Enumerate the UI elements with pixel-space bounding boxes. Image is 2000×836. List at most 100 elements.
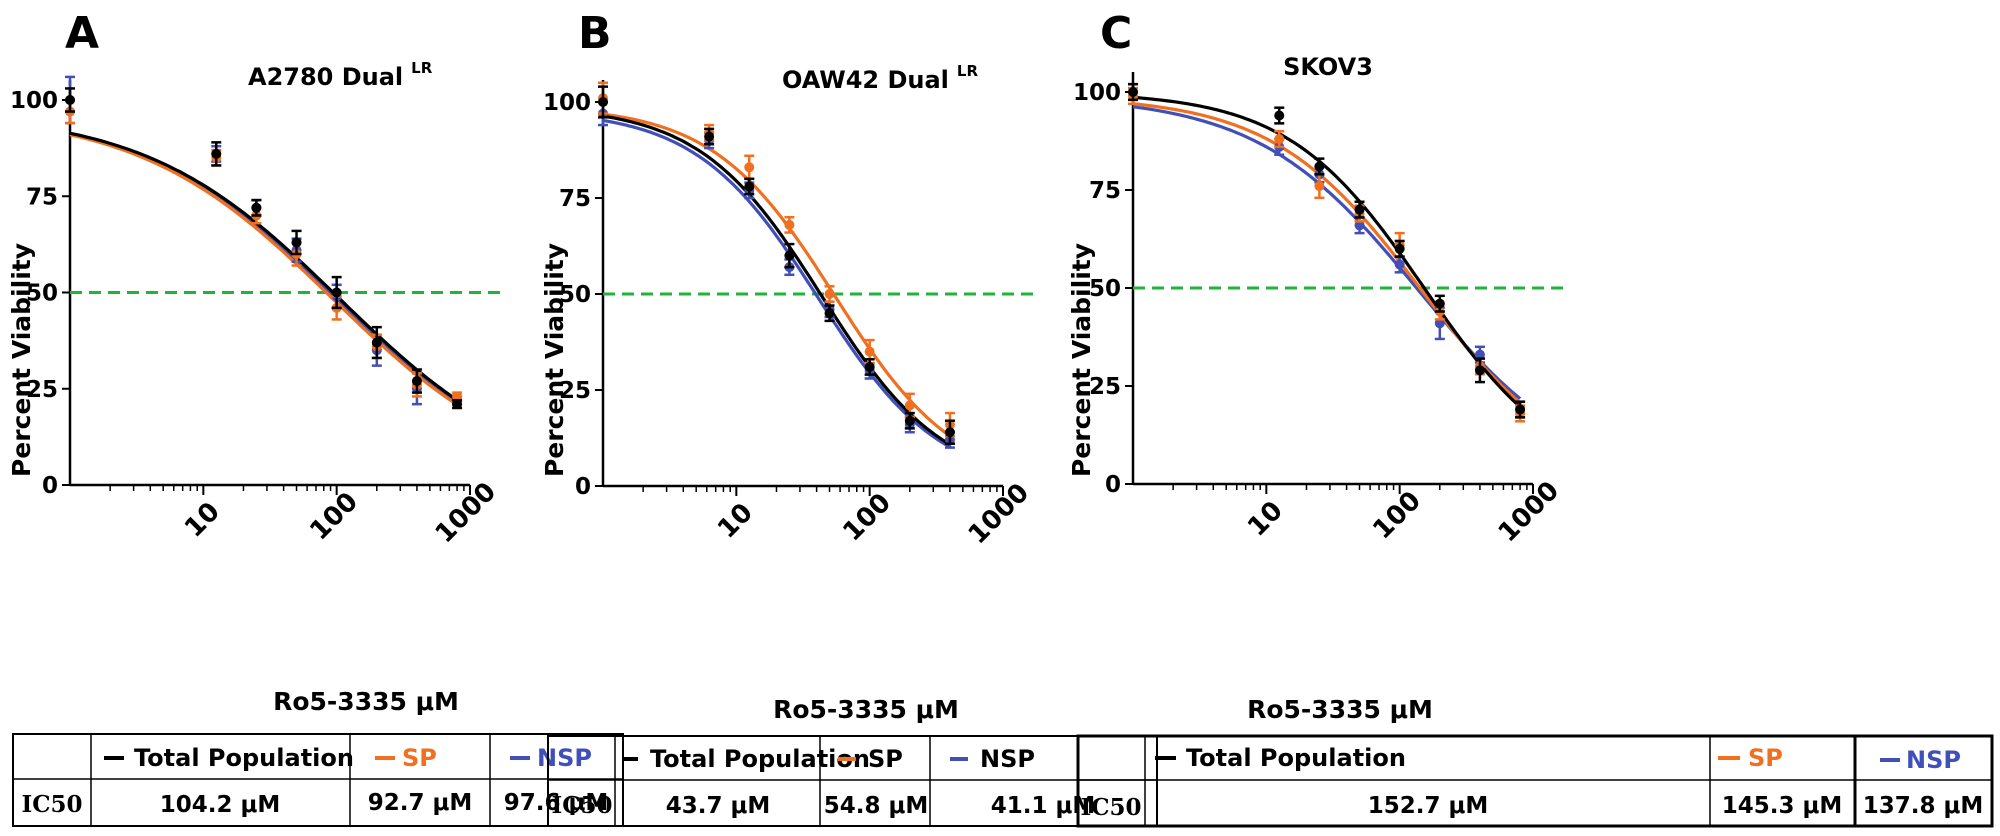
legend-label-nsp: NSP [980, 745, 1035, 773]
data-point-total [65, 95, 75, 105]
y-tick-label: 0 [1105, 472, 1121, 498]
legend-label-total: Total Population [134, 744, 354, 772]
legend-sp-b: SP [838, 745, 903, 773]
x-tick-label: 100 [837, 488, 897, 548]
data-point-sp [864, 346, 875, 357]
data-point-total [1354, 204, 1365, 215]
chart-title-a: A2780 Dual LR [248, 59, 433, 91]
x-tick-label: 100 [1367, 486, 1427, 546]
fit-curve-sp [602, 112, 951, 438]
data-point-sp [784, 219, 795, 230]
y-tick-label: 100 [543, 90, 591, 116]
y-tick-label: 0 [42, 473, 58, 499]
chart-title-c: SKOV3 [1283, 53, 1373, 81]
chart-title-b: OAW42 Dual LR [782, 62, 978, 94]
x-axis-label-a: Ro5-3335 μM [273, 687, 459, 716]
ic50-table-b: Total Population SP NSP IC50 43.7 μM 54.… [547, 735, 1158, 827]
data-point-sp [1274, 134, 1285, 145]
data-point-total [1515, 404, 1526, 415]
fit-curve-nsp [602, 118, 951, 449]
chart-title-sup: LR [411, 59, 433, 77]
ic50-value-nsp: 97.6 μM [504, 790, 609, 816]
data-point-sp [744, 162, 755, 173]
y-tick-label: 50 [559, 282, 591, 308]
legend-sp-a: SP [375, 744, 437, 772]
data-point-total [744, 181, 755, 192]
ic50-value-total: 152.7 μM [1368, 793, 1489, 819]
ic50-value-sp: 145.3 μM [1722, 793, 1843, 819]
data-point-total [1394, 243, 1405, 254]
data-point-sp [1314, 181, 1325, 192]
data-point-total [864, 361, 875, 372]
ic50-table-c: Total Population SP NSP IC50 152.7 μM 14… [1076, 734, 1994, 828]
y-axis-label-a: Percent Viability [7, 243, 36, 477]
fit-curve-total [69, 131, 459, 402]
x-tick-label: 100 [304, 487, 364, 547]
ic50-value-total: 43.7 μM [666, 793, 771, 819]
y-tick-label: 100 [10, 88, 58, 114]
y-tick-label: 75 [559, 186, 591, 212]
legend-label-sp: SP [402, 744, 437, 772]
y-tick-label: 25 [26, 377, 58, 403]
legend-label-nsp: NSP [1906, 746, 1961, 774]
chart-title-text: A2780 Dual [248, 63, 403, 91]
y-axis-label-b: Percent Viability [540, 243, 569, 477]
fit-curve-nsp [1132, 105, 1522, 400]
y-tick-label: 0 [575, 474, 591, 500]
y-tick-label: 50 [26, 281, 58, 307]
data-point-nsp [1394, 259, 1405, 270]
ic50-value-sp: 92.7 μM [368, 790, 473, 816]
data-point-total [331, 287, 342, 298]
legend-total-a: Total Population [104, 744, 354, 772]
legend-total-c: Total Population [1155, 744, 1406, 772]
panel-b: B OAW42 Dual LR 0 25 50 75 100 10 100 100 0 Ro5-3… [540, 8, 1158, 827]
legend-total-b: Total Population [622, 745, 870, 773]
panel-letter-b: B [578, 8, 612, 59]
data-point-nsp [1434, 318, 1445, 329]
ic50-row-label: IC50 [1080, 794, 1141, 821]
data-point-total [452, 399, 463, 410]
legend-nsp-a: NSP [510, 744, 592, 772]
panel-letter-c: C [1100, 8, 1132, 59]
y-tick-label: 25 [559, 378, 591, 404]
y-tick-label: 75 [1089, 178, 1121, 204]
data-point-total [598, 97, 608, 107]
y-tick-label: 100 [1073, 80, 1121, 106]
data-point-sp [452, 391, 463, 402]
data-point-total [704, 131, 715, 142]
data-point-total [904, 415, 915, 426]
ic50-value-total: 104.2 μM [160, 792, 281, 818]
ic50-value-sp: 54.8 μM [824, 793, 929, 819]
data-point-nsp [1354, 220, 1365, 231]
data-point-total [211, 148, 222, 159]
ic50-row-label: IC50 [21, 791, 82, 818]
panel-letter-a: A [65, 8, 99, 59]
x-tick-label: 10 [179, 497, 226, 544]
fit-curve-total [1132, 95, 1522, 409]
legend-label-total: Total Population [1186, 744, 1406, 772]
data-point-sp [824, 289, 835, 299]
legend-label-total: Total Population [650, 745, 870, 773]
fit-curve-sp [1132, 102, 1522, 405]
legend-label-sp: SP [1748, 744, 1783, 772]
data-point-sp [904, 400, 915, 411]
x-tick-label: 10 [712, 498, 759, 545]
ic50-table-a: Total Population SP NSP IC50 104.2 μM 92… [12, 733, 624, 827]
legend-label-sp: SP [868, 745, 903, 773]
data-point-total [411, 376, 422, 387]
chart-title-text: SKOV3 [1283, 53, 1373, 81]
data-point-total [251, 202, 262, 213]
fit-curve-total [602, 114, 951, 447]
x-axis-label-b: Ro5-3335 μM [773, 695, 959, 724]
data-point-total [291, 237, 302, 248]
ic50-row-label: IC50 [551, 792, 612, 819]
y-tick-label: 75 [26, 184, 58, 210]
y-tick-label: 50 [1089, 276, 1121, 302]
y-tick-label: 25 [1089, 374, 1121, 400]
chart-title-sup: LR [957, 62, 979, 80]
